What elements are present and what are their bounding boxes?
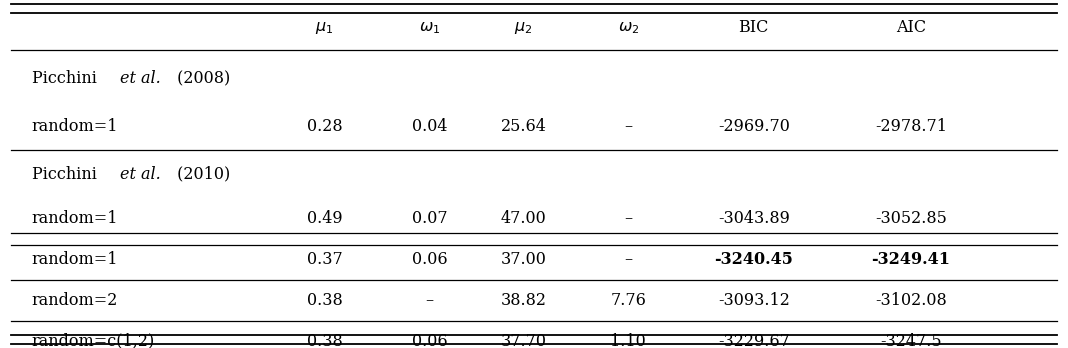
Text: AIC: AIC <box>896 19 926 36</box>
Text: 38.82: 38.82 <box>501 292 547 309</box>
Text: 0.38: 0.38 <box>307 333 343 348</box>
Text: $\omega_1$: $\omega_1$ <box>419 19 440 36</box>
Text: –: – <box>624 118 632 135</box>
Text: -3249.41: -3249.41 <box>871 251 951 268</box>
Text: random=2: random=2 <box>32 292 117 309</box>
Text: 0.07: 0.07 <box>411 210 447 227</box>
Text: –: – <box>624 251 632 268</box>
Text: $\mu_1$: $\mu_1$ <box>315 19 334 36</box>
Text: -3052.85: -3052.85 <box>875 210 946 227</box>
Text: Picchini: Picchini <box>32 166 101 182</box>
Text: et al.: et al. <box>120 166 161 182</box>
Text: -3043.89: -3043.89 <box>718 210 789 227</box>
Text: random=1: random=1 <box>32 210 119 227</box>
Text: 7.76: 7.76 <box>610 292 646 309</box>
Text: Picchini: Picchini <box>32 70 101 87</box>
Text: $\omega_2$: $\omega_2$ <box>617 19 639 36</box>
Text: 0.49: 0.49 <box>307 210 343 227</box>
Text: BIC: BIC <box>739 19 769 36</box>
Text: -3093.12: -3093.12 <box>718 292 789 309</box>
Text: 25.64: 25.64 <box>501 118 547 135</box>
Text: (2010): (2010) <box>172 166 230 182</box>
Text: –: – <box>624 210 632 227</box>
Text: random=c(1,2): random=c(1,2) <box>32 333 155 348</box>
Text: random=1: random=1 <box>32 118 119 135</box>
Text: 0.04: 0.04 <box>411 118 447 135</box>
Text: 47.00: 47.00 <box>501 210 547 227</box>
Text: (2008): (2008) <box>172 70 230 87</box>
Text: 0.06: 0.06 <box>411 333 447 348</box>
Text: -3102.08: -3102.08 <box>875 292 946 309</box>
Text: 0.06: 0.06 <box>411 251 447 268</box>
Text: 1.10: 1.10 <box>610 333 646 348</box>
Text: et al.: et al. <box>120 70 161 87</box>
Text: –: – <box>425 292 434 309</box>
Text: -3247.5: -3247.5 <box>880 333 942 348</box>
Text: 0.37: 0.37 <box>307 251 343 268</box>
Text: -3240.45: -3240.45 <box>714 251 794 268</box>
Text: -2969.70: -2969.70 <box>718 118 789 135</box>
Text: 37.00: 37.00 <box>501 251 547 268</box>
Text: -3229.67: -3229.67 <box>718 333 789 348</box>
Text: 0.38: 0.38 <box>307 292 343 309</box>
Text: random=1: random=1 <box>32 251 119 268</box>
Text: 0.28: 0.28 <box>307 118 343 135</box>
Text: $\mu_2$: $\mu_2$ <box>515 19 533 36</box>
Text: -2978.71: -2978.71 <box>875 118 947 135</box>
Text: 37.70: 37.70 <box>501 333 547 348</box>
